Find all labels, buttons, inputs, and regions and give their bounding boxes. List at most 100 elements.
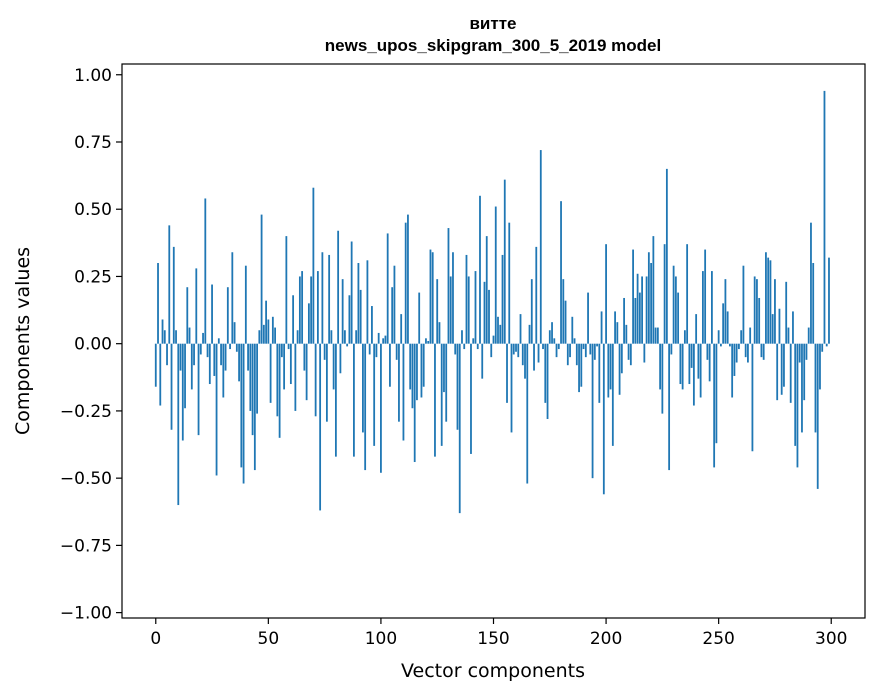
bar-243	[701, 271, 704, 344]
bar-256	[731, 343, 734, 398]
bar-274	[771, 314, 774, 344]
bar-232	[677, 292, 680, 344]
bar-34	[231, 252, 234, 344]
bar-237	[688, 343, 691, 385]
bar-117	[418, 292, 421, 344]
bar-27	[215, 343, 218, 476]
bar-198	[600, 311, 603, 344]
bar-98	[375, 343, 378, 358]
bar-12	[181, 343, 184, 441]
bar-103	[386, 233, 389, 344]
bar-263	[747, 343, 749, 363]
bar-276	[776, 343, 779, 401]
bar-74	[321, 252, 324, 344]
bar-275	[774, 279, 776, 344]
bar-63	[296, 330, 299, 344]
bar-81	[337, 230, 340, 344]
bar-228	[668, 343, 671, 471]
bar-54	[276, 343, 279, 417]
bar-226	[663, 244, 666, 344]
bar-7	[170, 343, 173, 430]
bar-277	[778, 308, 781, 344]
bar-88	[353, 343, 355, 457]
bar-254	[726, 311, 729, 344]
bar-269	[760, 343, 763, 358]
bar-68	[307, 303, 310, 344]
bar-62	[294, 343, 297, 411]
y-tick-label: −1.00	[60, 604, 112, 624]
bar-50	[267, 319, 270, 344]
x-axis: 0 50 100 150 200 250 300	[150, 618, 847, 649]
bar-208	[623, 297, 625, 344]
bar-194	[591, 343, 594, 479]
bar-281	[787, 327, 790, 344]
bar-205	[616, 322, 619, 344]
bar-9	[175, 330, 177, 344]
bar-172	[542, 343, 544, 350]
bar-290	[807, 327, 810, 344]
bar-139	[467, 276, 470, 344]
bar-20	[199, 343, 202, 355]
bar-143	[476, 343, 479, 350]
bar-96	[371, 306, 373, 344]
bar-295	[819, 343, 821, 390]
bar-17	[193, 343, 195, 366]
bar-264	[749, 327, 752, 344]
bar-15	[188, 327, 191, 344]
bar-180	[560, 201, 562, 344]
bar-259	[738, 343, 740, 350]
bar-86	[348, 295, 351, 344]
bar-19	[197, 343, 200, 436]
x-tick-label: 100	[365, 629, 397, 649]
chart-title-line2: news_upos_skipgram_300_5_2019 model	[325, 36, 661, 55]
bar-225	[661, 343, 664, 414]
bar-187	[575, 343, 578, 366]
x-tick-label: 300	[815, 629, 847, 649]
bar-102	[384, 335, 387, 344]
bar-230	[672, 265, 675, 344]
bar-229	[670, 343, 673, 355]
bar-142	[474, 271, 477, 344]
bar-231	[674, 276, 677, 344]
bar-292	[812, 263, 815, 344]
bar-159	[512, 343, 515, 355]
bar-181	[562, 279, 565, 344]
bar-210	[627, 343, 630, 360]
bar-66	[303, 343, 306, 371]
bar-267	[756, 279, 758, 344]
bar-234	[681, 343, 684, 390]
bar-218	[645, 276, 648, 344]
bar-31	[224, 343, 227, 371]
bar-236	[686, 244, 689, 344]
bar-261	[742, 265, 745, 344]
y-tick-label: 0.75	[74, 133, 112, 153]
bar-37	[238, 343, 240, 382]
bar-214	[636, 273, 639, 344]
bar-270	[762, 343, 765, 360]
bar-41	[247, 343, 249, 371]
bar-29	[220, 343, 222, 366]
bar-175	[548, 330, 551, 344]
bar-138	[465, 254, 468, 344]
bar-195	[593, 343, 596, 360]
bar-129	[445, 343, 448, 422]
x-axis-label: Vector components	[401, 660, 585, 682]
bar-112	[407, 214, 409, 344]
bar-162	[519, 314, 522, 344]
bar-238	[690, 343, 693, 368]
bar-249	[715, 343, 718, 444]
chart-title-line1: витте	[469, 14, 516, 33]
bar-185	[571, 316, 574, 344]
bar-199	[602, 343, 605, 495]
bar-85	[346, 343, 349, 347]
bar-298	[825, 343, 828, 347]
bar-14	[186, 287, 189, 344]
bar-174	[546, 343, 549, 419]
bar-251	[720, 343, 722, 347]
bar-217	[643, 343, 646, 363]
bar-167	[530, 279, 533, 344]
bar-206	[618, 343, 621, 395]
bar-30	[222, 343, 225, 398]
bar-289	[805, 343, 808, 360]
bar-257	[733, 343, 736, 376]
